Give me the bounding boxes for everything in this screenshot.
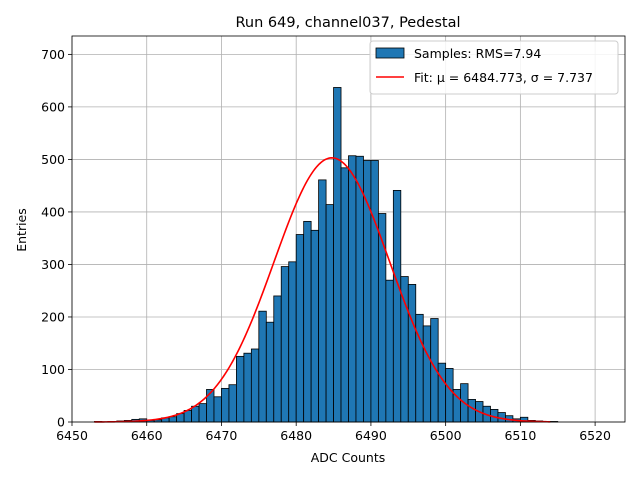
histogram-bar: [340, 167, 349, 423]
legend-swatch-samples: [375, 47, 405, 59]
histogram-bar: [318, 179, 327, 423]
y-tick-label: 700: [41, 47, 65, 62]
y-tick-label: 300: [41, 257, 65, 272]
y-tick-label: 400: [41, 204, 65, 219]
histogram-bar: [310, 229, 320, 423]
plot-frame: [71, 35, 626, 423]
y-tick-label: 500: [41, 152, 65, 167]
histogram-bar: [303, 220, 312, 423]
histogram-bar: [243, 352, 252, 423]
histogram-bar: [325, 204, 334, 423]
histogram-bar: [385, 279, 394, 423]
x-tick-label: 6460: [131, 428, 163, 443]
chart-title: Run 649, channel037, Pedestal: [235, 15, 460, 31]
y-tick-label: 0: [57, 415, 65, 430]
histogram-bar: [258, 310, 267, 423]
histogram-bar: [370, 160, 379, 423]
histogram-bar: [392, 189, 402, 423]
histogram-bar: [265, 321, 275, 423]
y-tick-label: 600: [41, 99, 65, 114]
histogram-bar: [445, 368, 454, 423]
x-tick-label: 6470: [206, 428, 238, 443]
x-tick-label: 6500: [430, 428, 462, 443]
histogram-bar: [206, 389, 215, 423]
histogram-bar: [377, 213, 387, 423]
x-tick-label: 6490: [355, 428, 387, 443]
histogram-bar: [422, 325, 432, 423]
axis-ticks: 6450 6460 6470 6480 6490 6500 6510 6520 0 100 200 3…: [41, 47, 611, 443]
legend-box: [369, 40, 619, 95]
x-tick-label: 6450: [56, 428, 88, 443]
histogram-bar: [213, 396, 222, 423]
histogram-bar: [363, 160, 372, 423]
y-tick-label: 200: [41, 309, 65, 324]
histogram-bar: [228, 384, 237, 423]
histogram-bar: [221, 387, 230, 423]
x-tick-label: 6510: [504, 428, 536, 443]
histogram-bar: [191, 405, 200, 423]
x-tick-label: 6480: [280, 428, 312, 443]
histogram-bars: [94, 87, 559, 423]
fit-curve-group: [94, 157, 551, 423]
x-tick-label: 6520: [579, 428, 611, 443]
x-axis-label: ADC Counts: [311, 450, 386, 465]
histogram-bar: [280, 266, 290, 423]
histogram-bar: [168, 416, 178, 423]
y-tick-label: 100: [41, 362, 65, 377]
histogram-bar: [355, 155, 364, 423]
histogram-bar: [407, 284, 417, 423]
histogram-bar: [400, 276, 409, 423]
y-axis-label: Entries: [14, 208, 29, 252]
histogram-bar: [295, 234, 305, 423]
histogram-bar: [467, 399, 476, 423]
histogram-bar: [250, 348, 260, 423]
legend-label-samples: Samples: RMS=7.94: [414, 46, 541, 61]
legend-label-fit: Fit: μ = 6484.773, σ = 7.737: [414, 70, 593, 85]
histogram-bar: [288, 261, 297, 423]
histogram-bar: [236, 355, 245, 423]
histogram-bar: [348, 155, 357, 423]
legend: Samples: RMS=7.94 Fit: μ = 6484.773, σ =…: [369, 40, 619, 95]
histogram-bar: [437, 362, 447, 423]
histogram-bar: [198, 403, 207, 423]
histogram-bar: [273, 295, 282, 423]
histogram-bar: [333, 87, 342, 423]
fit-curve: [94, 157, 551, 423]
